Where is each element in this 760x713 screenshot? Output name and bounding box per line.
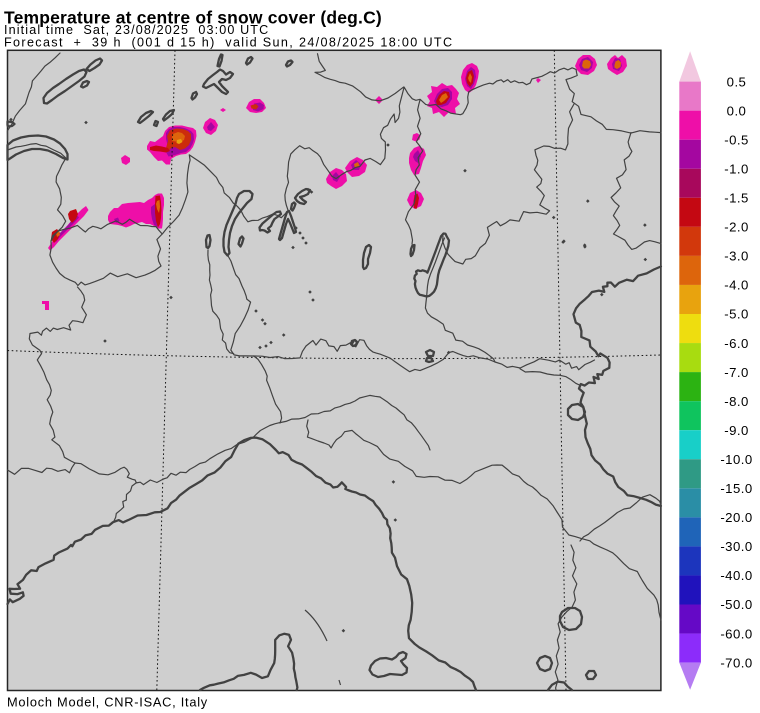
svg-text:-70.0: -70.0 [720,655,752,670]
svg-text:Temperature at centre of snow: Temperature at centre of snow cover (deg… [4,8,382,28]
svg-text:-9.0: -9.0 [724,423,749,438]
svg-text:-10.0: -10.0 [720,452,752,467]
svg-text:-15.0: -15.0 [720,481,752,496]
svg-text:-2.0: -2.0 [724,220,749,235]
svg-text:-30.0: -30.0 [720,539,752,554]
svg-text:-40.0: -40.0 [720,568,752,583]
svg-text:-1.0: -1.0 [724,161,749,176]
svg-text:-1.5: -1.5 [724,191,749,206]
svg-text:0.0: 0.0 [727,103,747,118]
svg-text:-3.0: -3.0 [724,249,749,264]
svg-text:-50.0: -50.0 [720,597,752,612]
svg-text:0.5: 0.5 [727,74,747,89]
svg-text:-0.5: -0.5 [724,132,749,147]
svg-text:Forecast + 39 h (001 d 15 h: Forecast + 39 h (001 d 15 h) valid Sun, … [4,35,453,49]
svg-text:-7.0: -7.0 [724,365,749,380]
svg-text:-6.0: -6.0 [724,336,749,351]
svg-text:-20.0: -20.0 [720,510,752,525]
svg-text:-4.0: -4.0 [724,278,749,293]
svg-text:-60.0: -60.0 [720,626,752,641]
svg-text:Moloch Model, CNR-ISAC, Italy: Moloch Model, CNR-ISAC, Italy [7,695,208,710]
svg-text:Initial time Sat, 23/08/2025: Initial time Sat, 23/08/2025 03:00 UTC [4,23,269,37]
svg-text:-5.0: -5.0 [724,307,749,322]
svg-text:-8.0: -8.0 [724,394,749,409]
